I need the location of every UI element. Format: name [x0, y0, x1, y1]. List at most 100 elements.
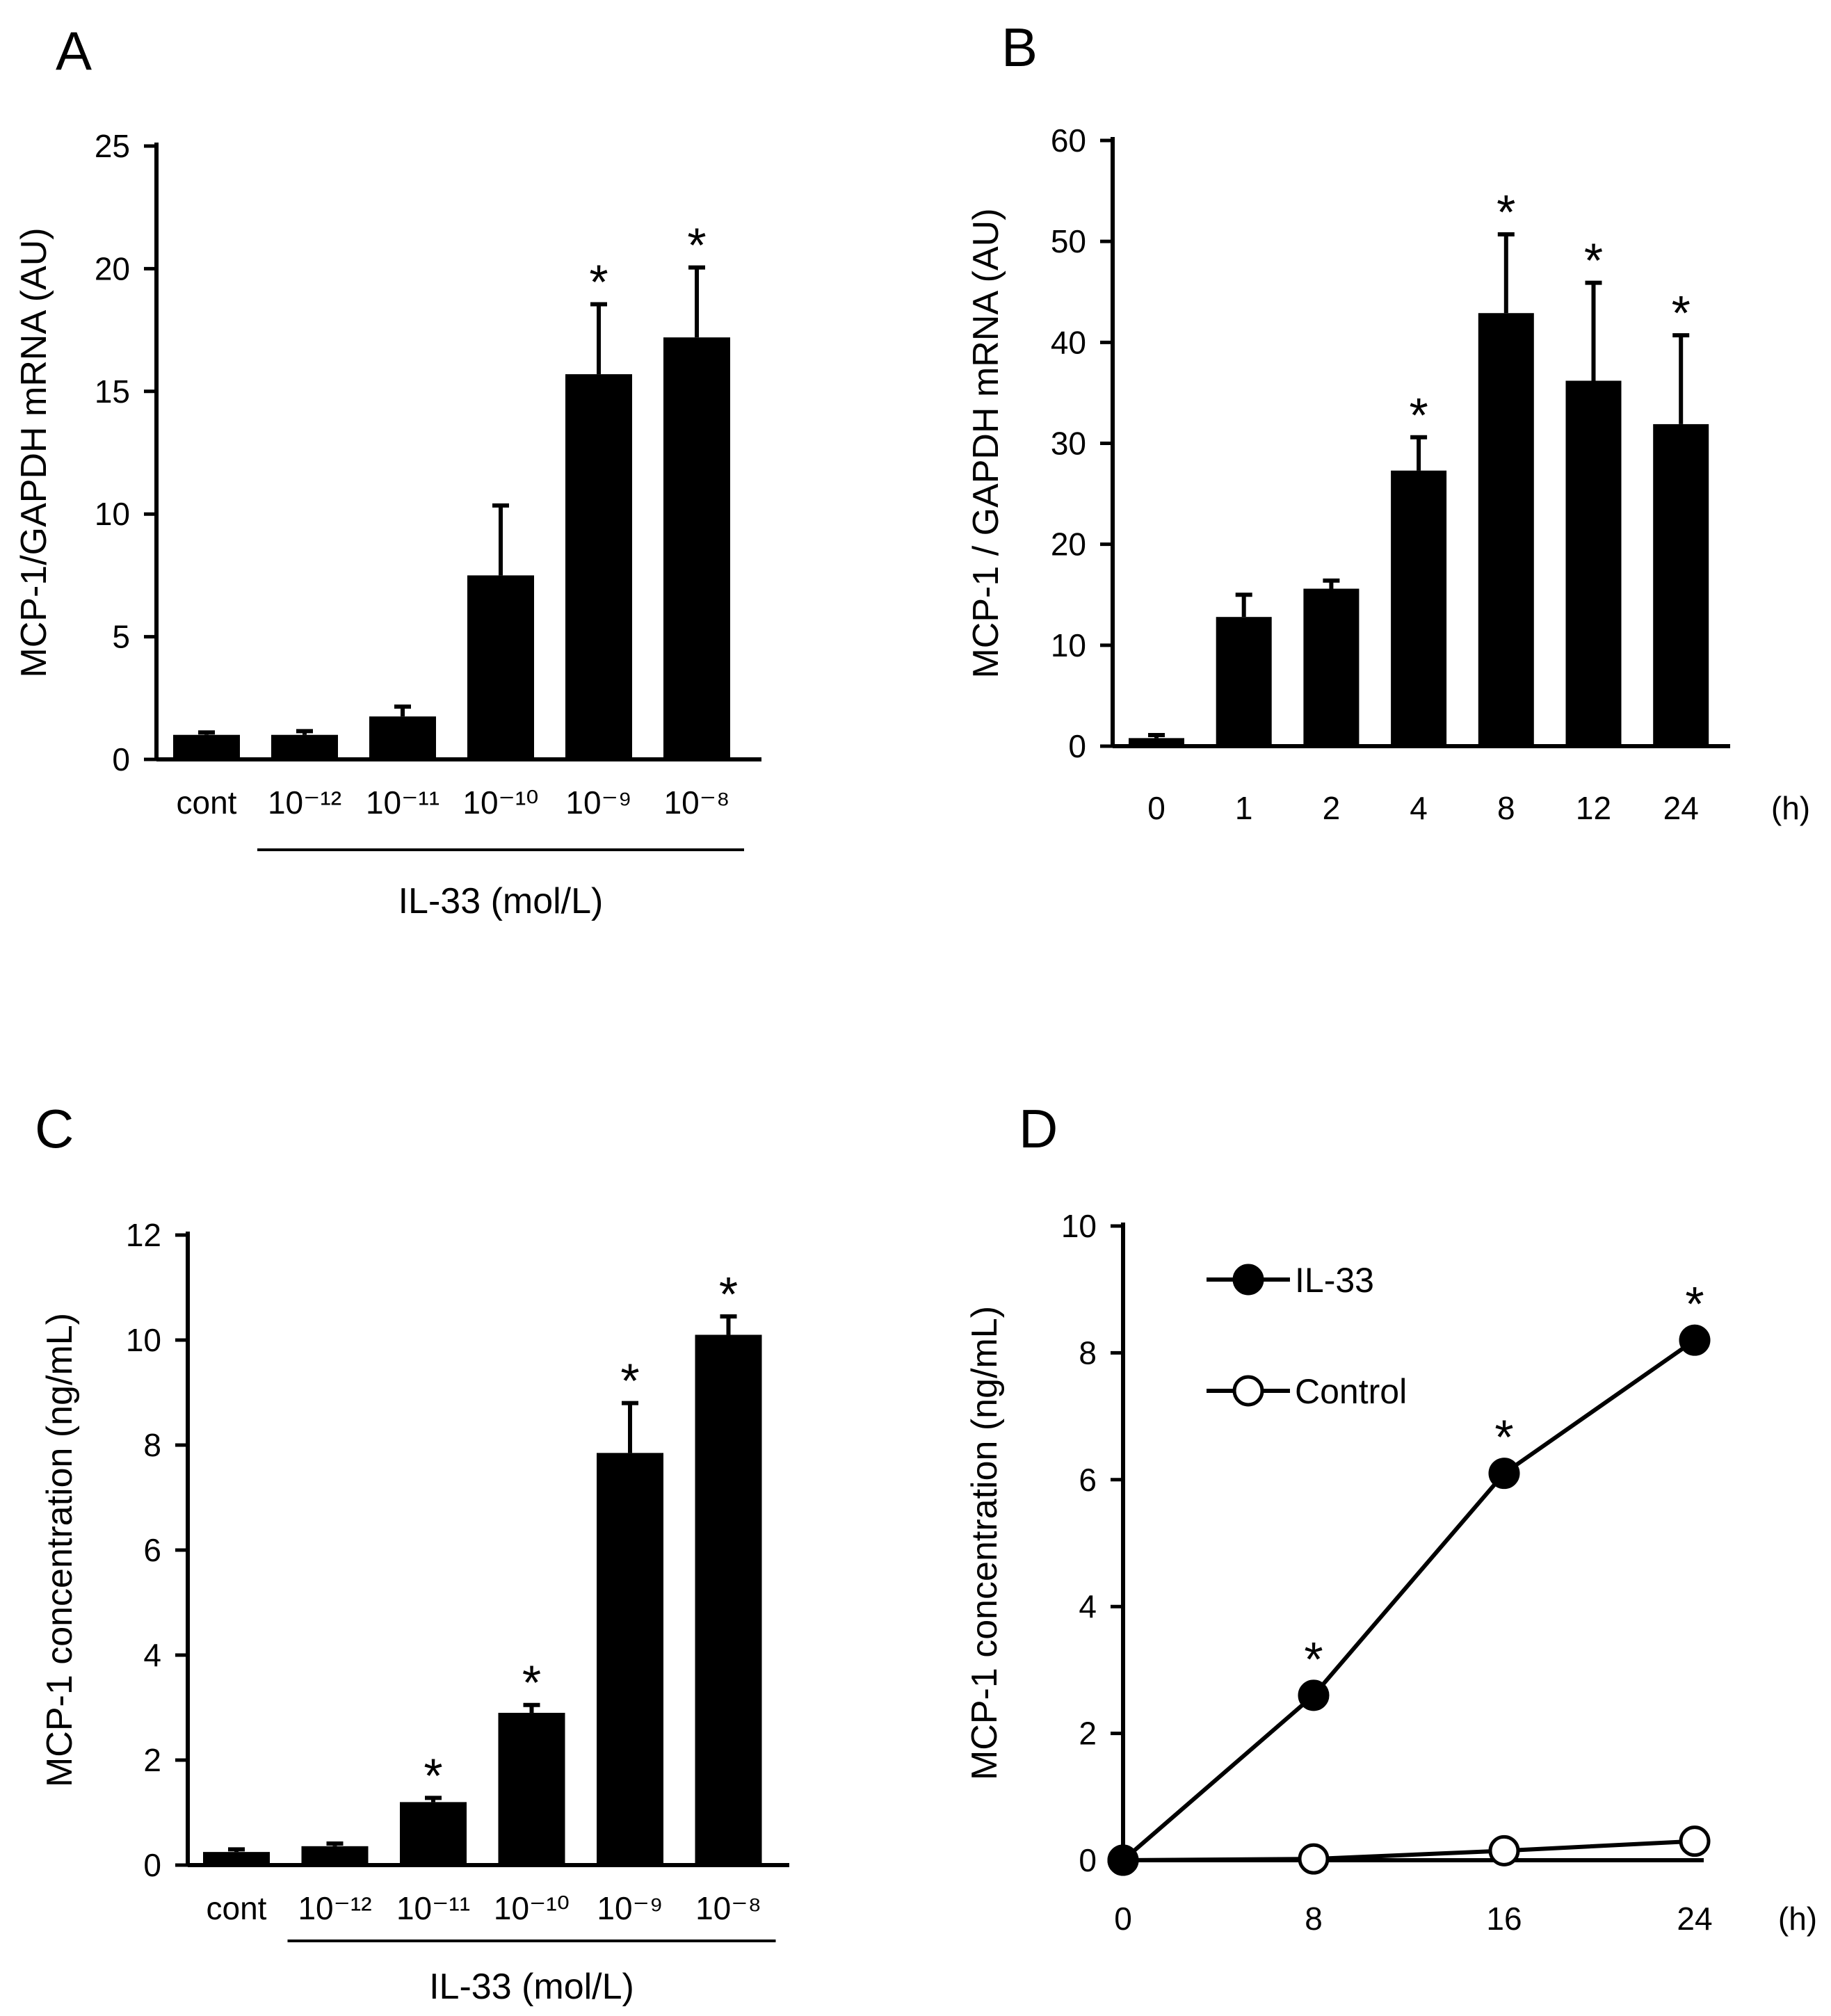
y-axis-title: MCP-1 concentration (ng/mL)	[40, 1313, 80, 1787]
y-tick-label: 6	[1079, 1462, 1097, 1498]
x-axis-title: IL-33 (mol/L)	[429, 1967, 634, 2007]
legend-marker	[1232, 1375, 1264, 1407]
x-category-label: 12	[1576, 790, 1611, 826]
x-category-label: 10⁻⁸	[664, 784, 730, 821]
y-tick-label: 25	[95, 128, 130, 164]
panel-letter: C	[35, 1098, 74, 1159]
bar	[1303, 588, 1360, 746]
x-category-label: 10⁻⁹	[565, 784, 631, 821]
data-point-il-33	[1107, 1844, 1139, 1876]
y-tick-label: 2	[1079, 1716, 1097, 1752]
x-tick-label: 16	[1486, 1901, 1522, 1937]
y-tick-label: 8	[143, 1427, 161, 1463]
y-axis-title: MCP-1/GAPDH mRNA (AU)	[14, 227, 54, 677]
y-tick-label: 4	[143, 1637, 161, 1673]
y-tick-label: 10	[1051, 627, 1086, 663]
bar	[1478, 313, 1534, 746]
data-point-il-33	[1679, 1324, 1711, 1356]
x-category-label: 10⁻⁹	[597, 1890, 663, 1926]
significance-star: *	[522, 1656, 541, 1710]
x-category-label: 0	[1147, 790, 1165, 826]
y-tick-label: 20	[1051, 526, 1086, 563]
y-tick-label: 0	[143, 1847, 161, 1883]
bar	[1391, 470, 1447, 746]
y-tick-label: 0	[1079, 1842, 1097, 1878]
x-category-label: 1	[1235, 790, 1253, 826]
data-point-control	[1488, 1834, 1520, 1866]
panel-letter: D	[1019, 1098, 1058, 1159]
bar	[1129, 738, 1184, 746]
x-category-label: 10⁻¹⁰	[462, 784, 538, 821]
series-line-il-33	[1122, 1338, 1696, 1862]
significance-star: *	[1685, 1277, 1704, 1331]
bar	[565, 374, 632, 759]
y-tick-label: 40	[1051, 324, 1086, 360]
y-tick-label: 6	[143, 1532, 161, 1568]
y-tick-label: 50	[1051, 223, 1086, 259]
y-tick-label: 60	[1051, 122, 1086, 159]
bar	[597, 1453, 663, 1865]
bar	[663, 337, 730, 760]
y-tick-label: 5	[112, 619, 130, 655]
x-category-label: 10⁻¹¹	[396, 1890, 470, 1926]
x-category-label: 10⁻¹⁰	[494, 1890, 570, 1926]
x-tick-label: 24	[1677, 1901, 1712, 1937]
bar	[498, 1713, 565, 1865]
x-tick-label: 8	[1305, 1901, 1323, 1937]
bar	[1216, 617, 1272, 746]
y-tick-label: 12	[126, 1217, 161, 1253]
series-line-control	[1122, 1839, 1695, 1862]
y-tick-label: 20	[95, 250, 130, 287]
y-tick-label: 0	[112, 741, 130, 777]
y-axis-title: MCP-1 / GAPDH mRNA (AU)	[966, 208, 1006, 678]
x-category-label: 10⁻¹²	[268, 784, 341, 821]
significance-star: *	[1409, 388, 1428, 442]
data-point-control	[1679, 1825, 1711, 1857]
x-category-label: 4	[1410, 790, 1428, 826]
y-tick-label: 8	[1079, 1334, 1097, 1371]
bar	[467, 575, 534, 759]
bar	[301, 1846, 369, 1865]
legend-marker	[1232, 1264, 1264, 1296]
significance-star: *	[1672, 286, 1691, 340]
significance-star: *	[1497, 185, 1515, 239]
x-category-label: 10⁻⁸	[695, 1890, 761, 1926]
bar	[203, 1852, 270, 1865]
y-tick-label: 15	[95, 373, 130, 410]
y-tick-label: 30	[1051, 426, 1086, 462]
significance-star: *	[424, 1748, 442, 1803]
data-point-il-33	[1298, 1679, 1330, 1711]
y-axis-title: MCP-1 concentration (ng/mL)	[965, 1306, 1005, 1780]
y-tick-label: 10	[95, 496, 130, 532]
x-category-label: 24	[1663, 790, 1699, 826]
x-category-label: 10⁻¹²	[298, 1890, 371, 1926]
x-category-label: cont	[177, 784, 237, 821]
y-tick-label: 2	[143, 1742, 161, 1778]
y-tick-label: 0	[1068, 728, 1086, 764]
panel-letter: A	[56, 20, 92, 81]
legend-label: Control	[1295, 1372, 1407, 1411]
bar	[369, 716, 436, 759]
x-category-label: cont	[207, 1890, 267, 1926]
bar	[173, 734, 240, 759]
bar	[271, 734, 338, 759]
panel-a: A 0 5 10 15 20 25 MCP-1/GAPDH mRNA (AU) cont 10⁻¹…	[14, 20, 761, 921]
significance-star: *	[620, 1354, 639, 1408]
data-point-il-33	[1488, 1458, 1520, 1490]
significance-star: *	[719, 1267, 738, 1321]
significance-star: *	[1584, 234, 1603, 288]
significance-star: *	[589, 255, 608, 309]
legend-label: IL-33	[1295, 1261, 1374, 1300]
significance-star: *	[1304, 1632, 1323, 1686]
x-unit-label: (h)	[1778, 1901, 1817, 1937]
data-point-control	[1298, 1843, 1330, 1875]
bar	[695, 1334, 762, 1865]
bar	[400, 1802, 467, 1865]
x-category-label: 10⁻¹¹	[366, 784, 439, 821]
bar	[1565, 380, 1622, 746]
x-category-label: 2	[1323, 790, 1341, 826]
y-tick-label: 4	[1079, 1588, 1097, 1624]
